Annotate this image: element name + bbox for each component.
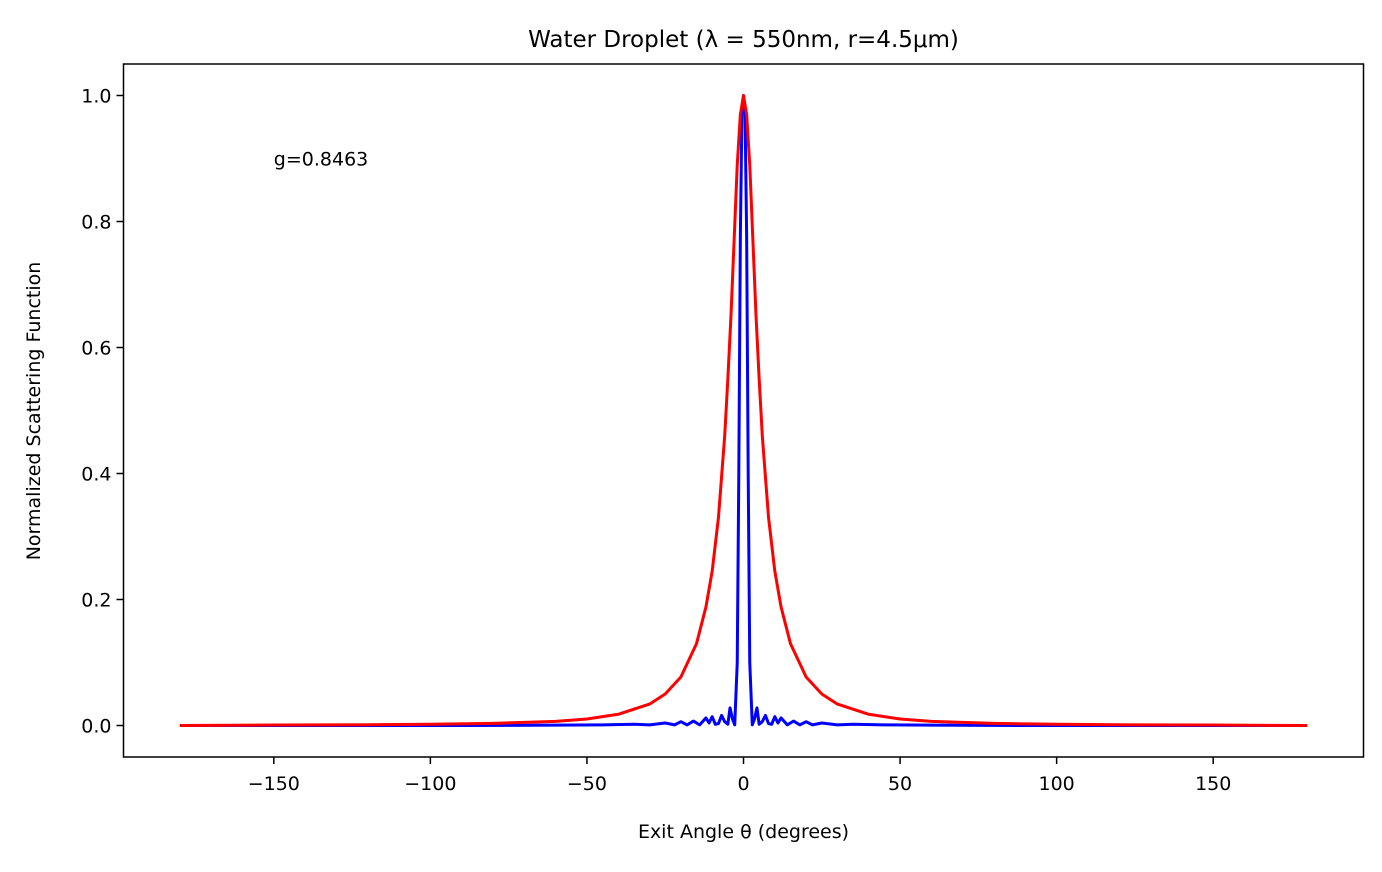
x-axis-ticks: −150 −100 −50 0 50 100 150 <box>248 757 1231 795</box>
x-axis-label: Exit Angle θ (degrees) <box>638 821 849 843</box>
x-tick-label: −150 <box>248 773 300 795</box>
series-layer <box>179 94 1308 727</box>
y-tick-label: 0.8 <box>81 212 111 234</box>
series-line-2 <box>179 94 1308 727</box>
x-tick-label: −50 <box>567 773 607 795</box>
y-tick-label: 0.4 <box>81 464 111 486</box>
y-axis-label: Normalized Scattering Function <box>23 262 45 561</box>
y-tick-label: 0.6 <box>81 338 111 360</box>
annotation-text: g=0.8463 <box>274 149 368 171</box>
x-tick-label: 50 <box>888 773 912 795</box>
x-tick-label: 150 <box>1195 773 1231 795</box>
y-tick-label: 1.0 <box>81 86 111 108</box>
x-tick-label: 0 <box>737 773 749 795</box>
x-tick-label: 100 <box>1038 773 1074 795</box>
y-tick-label: 0.2 <box>81 590 111 612</box>
x-tick-label: −100 <box>404 773 456 795</box>
annotation-layer: g=0.8463 <box>274 149 368 171</box>
chart-title: Water Droplet (λ = 550nm, r=4.5μm) <box>528 27 959 53</box>
y-axis-ticks: 0.0 0.2 0.4 0.6 0.8 1.0 <box>81 86 124 738</box>
y-tick-label: 0.0 <box>81 716 111 738</box>
